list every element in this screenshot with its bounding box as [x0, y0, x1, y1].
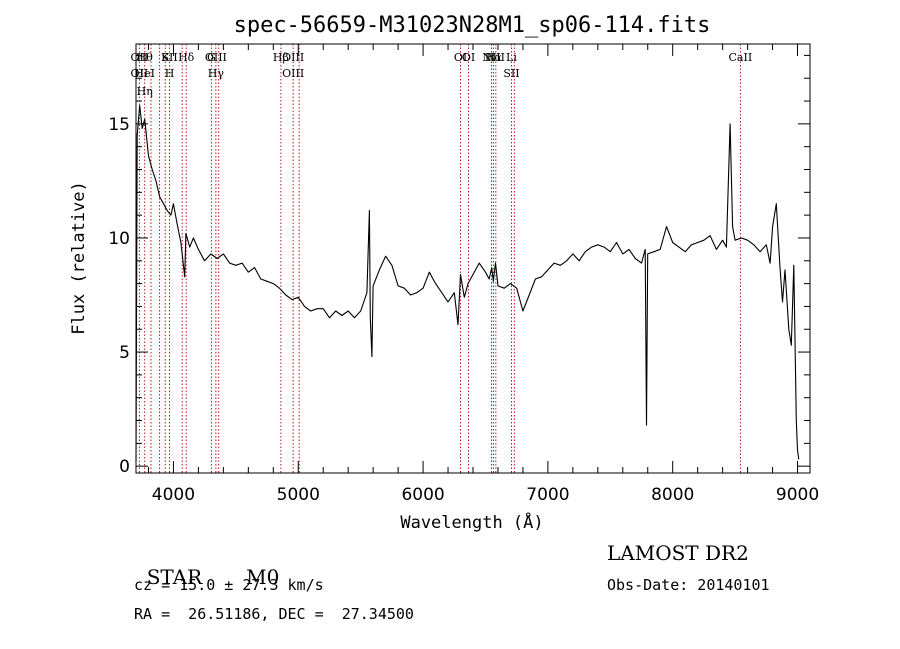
- subclass-label: M0: [246, 565, 280, 589]
- x-tick-label: 7000: [526, 485, 569, 505]
- y-tick-label: 0: [119, 457, 130, 477]
- class-label: STAR: [146, 565, 203, 589]
- y-axis-label: Flux (relative): [69, 181, 89, 335]
- y-tick-label: 10: [108, 229, 130, 249]
- obs-date: Obs-Date: 20140101: [607, 576, 770, 594]
- line-label-16-0: NII: [482, 51, 500, 64]
- x-tick-label: 9000: [776, 485, 819, 505]
- line-label-4-0: K: [161, 51, 170, 64]
- x-tick-labels: 4000 5000 6000 7000 8000 9000: [152, 485, 819, 505]
- line-label-15-0: OI: [462, 51, 475, 64]
- line-label-5-0: SII: [161, 51, 177, 64]
- line-label-7-0: Hδ: [178, 51, 195, 64]
- line-label-12-1: OIII: [282, 67, 304, 80]
- line-label-19-1: SII: [503, 67, 519, 80]
- line-label-12-0: OIII: [282, 51, 304, 64]
- x-tick-label: 5000: [277, 485, 320, 505]
- x-tick-label: 4000: [152, 485, 195, 505]
- line-label-1-0: Hθ: [137, 51, 154, 64]
- line-label-5-1: H: [165, 67, 175, 80]
- redshift-velocity: cz = 15.0 ± 27.3 km/s: [134, 576, 324, 594]
- line-label-8-0: G: [207, 51, 216, 64]
- line-label-0-1: OII: [131, 67, 149, 80]
- y-tick-label: 5: [119, 343, 130, 363]
- y-tick-label: 15: [108, 115, 130, 135]
- line-label-17-0: Hα: [485, 51, 503, 64]
- line-label-0-0: OII: [131, 51, 149, 64]
- spectral-line-markers: [138, 44, 741, 473]
- plot-frame: [135, 43, 811, 474]
- line-label-19-0: Li: [506, 51, 517, 64]
- chart-title: spec-56659-M31023N28M1_sp06-114.fits: [234, 13, 711, 38]
- ra-dec: RA = 26.51186, DEC = 27.34500: [134, 605, 414, 623]
- axis-ticks: [136, 44, 810, 473]
- spectrum-line: [135, 105, 800, 462]
- survey-label: LAMOST DR2: [607, 541, 749, 565]
- line-label-18-0: NII: [487, 51, 505, 64]
- line-label-9-0: OIII: [205, 51, 227, 64]
- spectrum-series: [135, 105, 800, 462]
- line-label-9-1: Hγ: [208, 67, 225, 80]
- line-label-11-0: Hβ: [273, 51, 289, 64]
- line-label-14-0: OI: [454, 51, 467, 64]
- x-tick-label: 8000: [651, 485, 694, 505]
- x-axis-label: Wavelength (Å): [400, 511, 543, 533]
- object-class: STAR M0: [134, 541, 280, 589]
- line-label-1-1: HeI: [135, 67, 155, 80]
- x-tick-label: 6000: [401, 485, 444, 505]
- line-label-21-0: CaII: [729, 51, 753, 64]
- line-label-1-2: Hη: [137, 85, 153, 98]
- y-tick-labels: 0 5 10 15: [108, 115, 130, 477]
